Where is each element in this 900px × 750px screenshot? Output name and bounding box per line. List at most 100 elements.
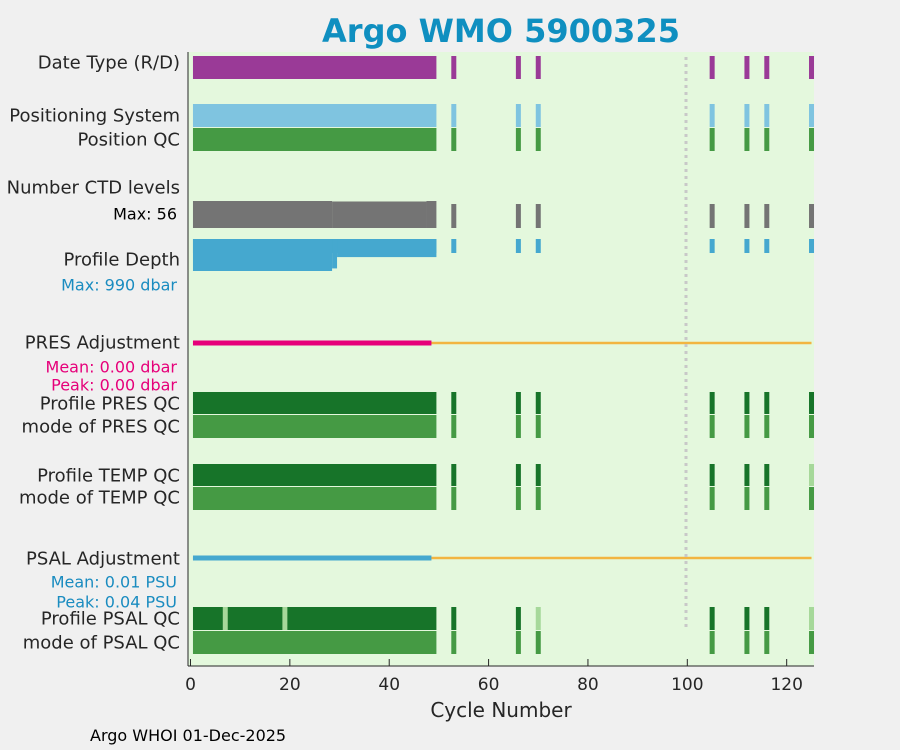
footer-credit: Argo WHOI 01-Dec-2025 xyxy=(90,726,287,745)
cycle-tick-53 xyxy=(451,128,457,151)
cycle-tick-53 xyxy=(451,464,457,486)
cycle-tick-112 xyxy=(744,392,750,414)
x-axis-label: Cycle Number xyxy=(430,698,572,722)
cycle-tick-116 xyxy=(764,631,770,654)
row-label: mode of TEMP QC xyxy=(19,488,180,509)
adjustment-mean: Mean: 0.00 dbar xyxy=(46,358,178,377)
cycle-tick-66 xyxy=(515,631,521,654)
row-label: Position QC xyxy=(77,130,180,151)
cycle-tick-53 xyxy=(451,415,457,438)
x-tick-label: 100 xyxy=(671,675,703,695)
cycle-tick-70 xyxy=(535,56,541,79)
cycle-tick-66 xyxy=(515,607,521,630)
cycle-tick-66 xyxy=(515,56,521,79)
cycle-tick-53 xyxy=(451,487,457,510)
cycle-tick-53 xyxy=(451,204,457,228)
cycle-tick-112 xyxy=(744,631,750,654)
row-label: Number CTD levels xyxy=(7,178,180,199)
row-label: mode of PRES QC xyxy=(22,417,180,438)
row-label: Positioning System xyxy=(9,106,180,127)
cycle-tick-112 xyxy=(744,56,750,79)
x-tick-label: 0 xyxy=(185,675,196,695)
cycle-tick-66 xyxy=(515,487,521,510)
cycle-tick-125 xyxy=(809,415,815,438)
cycle-tick-125 xyxy=(809,392,815,414)
ctd-level-segment xyxy=(426,201,437,228)
cycle-tick-70 xyxy=(535,487,541,510)
cycle-tick-125 xyxy=(809,204,815,228)
plot-background xyxy=(188,52,814,666)
x-tick-label: 60 xyxy=(478,675,500,695)
qc-light-segment xyxy=(282,607,288,630)
cycle-tick-105 xyxy=(709,487,715,510)
cycle-tick-105 xyxy=(709,607,715,630)
cycle-tick-116 xyxy=(764,607,770,630)
cycle-tick-70 xyxy=(535,204,541,228)
row-bar-6 xyxy=(192,392,437,414)
row-annotation: Max: 990 dbar xyxy=(61,276,177,295)
cycle-tick-112 xyxy=(744,464,750,486)
adjustment-mean: Mean: 0.01 PSU xyxy=(51,573,177,592)
cycle-tick-125 xyxy=(809,607,815,630)
depth-profile-segment xyxy=(332,239,338,269)
cycle-tick-105 xyxy=(709,128,715,151)
cycle-tick-112 xyxy=(744,487,750,510)
cycle-tick-125 xyxy=(809,631,815,654)
qc-light-segment xyxy=(222,607,228,630)
row-label: PSAL Adjustment xyxy=(26,549,180,570)
depth-profile-segment xyxy=(192,239,333,271)
adjustment-peak: Peak: 0.00 dbar xyxy=(51,376,177,395)
cycle-tick-116 xyxy=(764,464,770,486)
cycle-tick-105 xyxy=(709,392,715,414)
row-bar-11 xyxy=(192,607,437,630)
cycle-tick-70 xyxy=(535,128,541,151)
cycle-tick-116 xyxy=(764,415,770,438)
cycle-tick-105 xyxy=(709,239,715,253)
adjustment-peak: Peak: 0.04 PSU xyxy=(56,593,177,612)
cycle-tick-125 xyxy=(809,487,815,510)
cycle-tick-125 xyxy=(809,239,815,253)
row-label: Profile PRES QC xyxy=(40,394,180,415)
cycle-tick-112 xyxy=(744,204,750,228)
row-bar-9 xyxy=(192,487,437,510)
cycle-tick-116 xyxy=(764,392,770,414)
cycle-tick-112 xyxy=(744,607,750,630)
cycle-tick-105 xyxy=(709,631,715,654)
cycle-tick-125 xyxy=(809,104,815,127)
cycle-tick-66 xyxy=(515,104,521,127)
cycle-tick-112 xyxy=(744,128,750,151)
row-label: mode of PSAL QC xyxy=(23,633,180,654)
cycle-tick-116 xyxy=(764,204,770,228)
cycle-tick-112 xyxy=(744,415,750,438)
cycle-tick-70 xyxy=(535,239,541,253)
cycle-tick-53 xyxy=(451,56,457,79)
row-label: Date Type (R/D) xyxy=(38,53,180,74)
cycle-tick-105 xyxy=(709,104,715,127)
cycle-tick-70 xyxy=(535,631,541,654)
cycle-tick-53 xyxy=(451,239,457,253)
row-label: Profile TEMP QC xyxy=(37,466,180,487)
cycle-tick-105 xyxy=(709,464,715,486)
cycle-tick-70 xyxy=(535,104,541,127)
cycle-tick-70 xyxy=(535,607,541,630)
x-tick-label: 80 xyxy=(577,675,599,695)
cycle-tick-70 xyxy=(535,415,541,438)
ctd-level-segment xyxy=(332,201,427,228)
x-tick-label: 20 xyxy=(279,675,301,695)
row-annotation: Max: 56 xyxy=(113,205,177,224)
row-bar-2 xyxy=(192,128,437,151)
row-bar-7 xyxy=(192,415,437,438)
row-label: Profile PSAL QC xyxy=(41,609,180,630)
cycle-tick-112 xyxy=(744,239,750,253)
depth-profile-segment xyxy=(337,239,437,258)
cycle-tick-105 xyxy=(709,56,715,79)
cycle-tick-66 xyxy=(515,392,521,414)
cycle-tick-66 xyxy=(515,239,521,253)
cycle-tick-116 xyxy=(764,56,770,79)
cycle-tick-112 xyxy=(744,104,750,127)
cycle-tick-66 xyxy=(515,415,521,438)
ctd-level-segment xyxy=(192,201,333,228)
cycle-tick-125 xyxy=(809,464,815,486)
cycle-tick-53 xyxy=(451,607,457,630)
